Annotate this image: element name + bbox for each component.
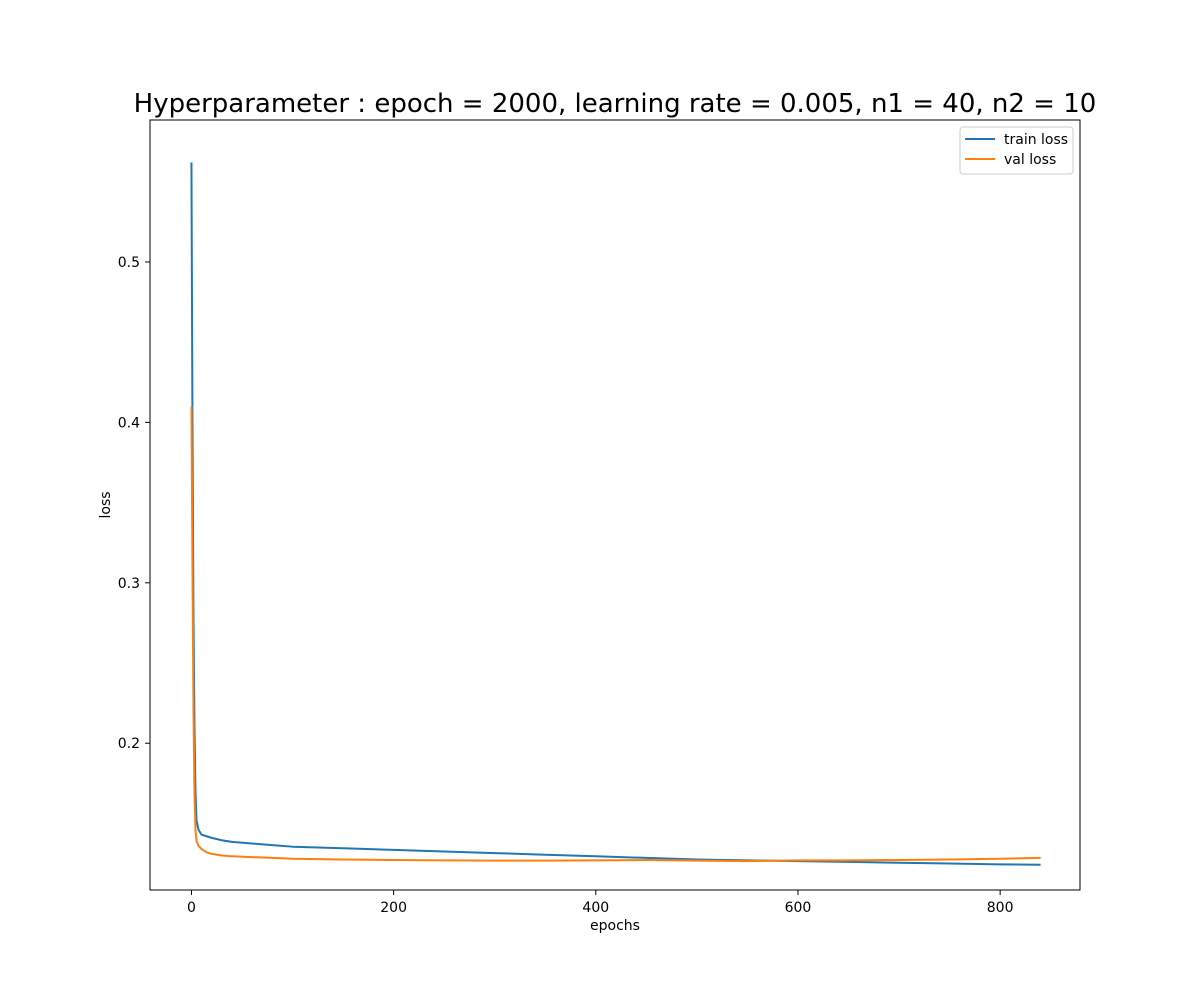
series-line-train-loss bbox=[190, 162, 1041, 866]
x-tick-label: 200 bbox=[380, 900, 407, 916]
series-line-val-loss bbox=[190, 406, 1041, 863]
x-tick-label: 0 bbox=[187, 900, 196, 916]
y-tick-label: 0.5 bbox=[118, 255, 140, 271]
y-tick-label: 0.3 bbox=[118, 576, 140, 592]
y-axis-label: loss bbox=[98, 491, 114, 518]
x-tick-label: 600 bbox=[785, 900, 812, 916]
legend: train loss val loss bbox=[959, 126, 1074, 175]
y-axis-ticks: 0.2 0.3 0.4 0.5 bbox=[118, 255, 150, 752]
chart-title: Hyperparameter : epoch = 2000, learning … bbox=[134, 89, 1097, 119]
x-axis-ticks: 0 200 400 600 800 bbox=[187, 890, 1014, 916]
legend-label-val-loss: val loss bbox=[1004, 152, 1056, 168]
x-tick-label: 800 bbox=[987, 900, 1014, 916]
x-axis-label: epochs bbox=[590, 918, 640, 934]
x-tick-label: 400 bbox=[582, 900, 609, 916]
series-lines bbox=[190, 162, 1041, 866]
legend-label-train-loss: train loss bbox=[1004, 132, 1068, 148]
y-tick-label: 0.2 bbox=[118, 736, 140, 752]
y-tick-label: 0.4 bbox=[118, 415, 140, 431]
plot-area-frame bbox=[149, 119, 1081, 891]
